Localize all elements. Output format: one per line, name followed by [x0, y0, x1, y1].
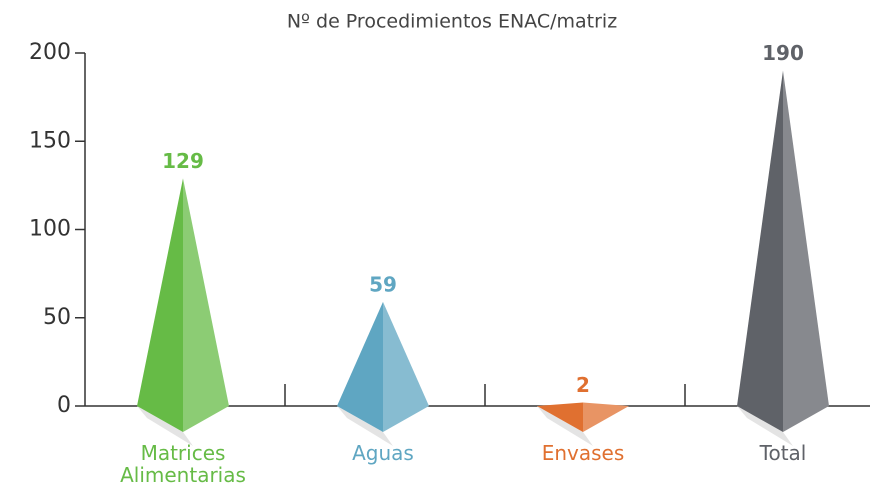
y-tick-label: 50 — [43, 305, 71, 330]
pyramid-right-face — [783, 70, 829, 433]
value-label: 129 — [162, 149, 204, 173]
chart-title: Nº de Procedimientos ENAC/matriz — [287, 11, 617, 33]
pyramid-shadow — [137, 406, 193, 446]
pyramid-left-face — [737, 70, 783, 433]
pyramid-shadow — [737, 406, 793, 446]
y-tick-label: 100 — [29, 217, 71, 242]
x-tick-label: Envases — [541, 441, 625, 465]
y-tick-label: 0 — [57, 393, 71, 418]
y-tick-label: 200 — [29, 40, 71, 65]
pyramid-shadow — [337, 406, 393, 446]
pyramid-shadow — [537, 406, 593, 446]
value-label: 2 — [576, 373, 590, 397]
y-tick-label: 150 — [29, 128, 71, 153]
pyramid-left-face — [537, 402, 583, 432]
x-tick-label: Total — [759, 441, 807, 465]
pyramid-right-face — [383, 301, 429, 432]
pyramid-left-face — [337, 301, 383, 432]
pyramid-left-face — [137, 178, 183, 432]
value-label: 190 — [762, 41, 804, 65]
x-tick-label: Matrices Alimentarias — [120, 441, 246, 487]
x-tick-label: Aguas — [352, 441, 414, 465]
pyramid-right-face — [183, 178, 229, 432]
pyramid-right-face — [583, 402, 629, 432]
value-label: 59 — [369, 272, 397, 296]
